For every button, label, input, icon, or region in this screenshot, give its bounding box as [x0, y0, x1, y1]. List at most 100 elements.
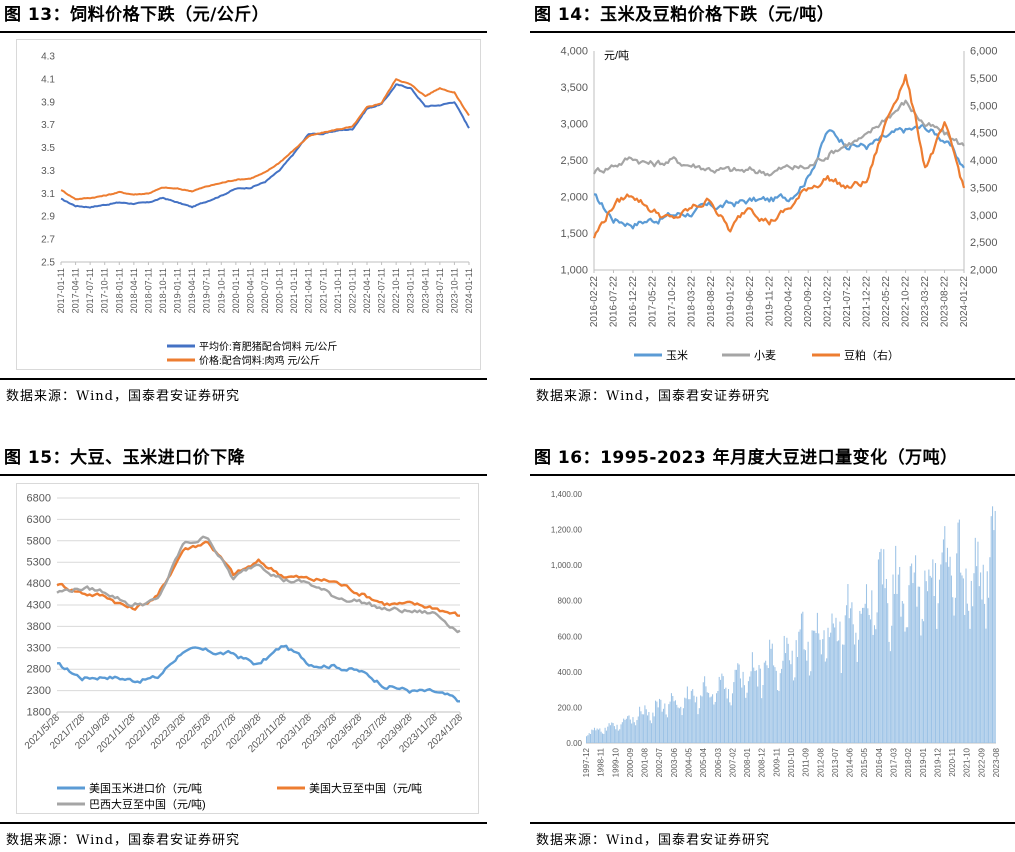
bar	[800, 613, 803, 743]
bar	[767, 668, 769, 743]
bar	[733, 682, 735, 743]
legend-label: 玉米	[666, 349, 688, 362]
bar	[977, 541, 979, 743]
bar	[970, 580, 972, 743]
bar	[766, 665, 768, 743]
bar	[615, 729, 617, 743]
bar	[908, 585, 910, 743]
y-tick-label: 1,500	[560, 228, 588, 240]
bar	[840, 673, 842, 743]
bar	[895, 545, 897, 743]
bar	[696, 696, 698, 743]
x-tick-label: 2016-12-22	[628, 276, 639, 328]
bar	[871, 590, 873, 743]
bar	[786, 637, 788, 743]
bar	[603, 733, 605, 743]
bar	[761, 698, 763, 743]
bar	[773, 665, 775, 743]
bar	[739, 678, 741, 743]
x-tick-label: 2013-07	[831, 747, 840, 777]
bar	[627, 716, 629, 743]
bar	[694, 702, 696, 743]
bar	[815, 633, 817, 743]
x-tick-label: 2003-06	[670, 747, 679, 777]
bar	[867, 608, 869, 743]
bar	[807, 641, 809, 743]
x-tick-label: 2018-07-11	[143, 268, 153, 313]
bar	[673, 701, 675, 743]
bar	[827, 627, 829, 743]
x-tick-label: 1998-11	[597, 747, 606, 776]
x-tick-label: 2004-05	[685, 747, 694, 777]
bar	[664, 703, 666, 743]
x-tick-label: 2019-04-11	[187, 268, 197, 313]
chart-frame: 1800 2300 2800 3300 3800 4300 4800 5300 5800 6300…	[16, 483, 479, 814]
x-tick-label: 2018-03-22	[686, 276, 697, 328]
legend-label: 小麦	[754, 349, 776, 362]
bar	[742, 671, 744, 743]
bar	[887, 603, 889, 743]
bar	[763, 662, 765, 743]
y-tick-label: 1,200.00	[551, 526, 583, 535]
bar	[644, 705, 646, 743]
x-tick-label: 2022-01-11	[347, 268, 357, 313]
x-tick-label: 2017-03	[890, 747, 899, 777]
bar	[666, 717, 668, 743]
fig14-chart: 1,000 1,500 2,000 2,500 3,000 3,500 4,000 2,000…	[560, 46, 997, 363]
bar	[635, 725, 637, 743]
bar	[903, 603, 905, 743]
bar	[613, 726, 615, 743]
chart-frame: 0.00 200.00 400.00 600.00 800.00 1,000.00 1,20…	[530, 480, 1014, 818]
bar	[649, 720, 651, 743]
bar	[966, 603, 968, 743]
bar	[940, 564, 942, 743]
bar	[747, 681, 749, 743]
x-tick-label: 1999-10	[611, 747, 620, 777]
bar	[589, 734, 592, 743]
bar	[783, 635, 785, 743]
x-tick-label: 2001-08	[641, 747, 650, 777]
data-source: 数据来源：Wind，国泰君安证券研究	[6, 833, 240, 848]
bar	[958, 519, 960, 743]
x-tick-label: 2023-03-22	[920, 276, 931, 328]
x-tick-label: 2002-07	[655, 747, 664, 777]
panel-fig14: 图 14：玉米及豆粕价格下跌（元/吨） 1,000 1,500 2,000 2,500…	[530, 0, 1015, 405]
bar	[723, 689, 726, 743]
bar	[925, 581, 927, 743]
bar	[677, 707, 679, 743]
x-tick-label: 2021-10	[963, 747, 972, 777]
bar	[985, 628, 987, 743]
bar	[848, 618, 850, 743]
bar	[950, 575, 952, 743]
title-rule	[0, 31, 487, 33]
bar	[883, 549, 885, 743]
y-tick-label: 3.1	[41, 189, 55, 200]
x-tick-label: 2022-10-11	[391, 268, 401, 313]
bar	[593, 727, 596, 743]
bar	[643, 714, 645, 743]
bar	[641, 714, 643, 743]
bar	[676, 704, 678, 743]
bar	[912, 583, 914, 743]
bar	[712, 694, 714, 743]
bar	[854, 644, 856, 743]
bar	[670, 693, 672, 743]
y-tick-label: 4.3	[41, 52, 55, 63]
bar	[718, 676, 720, 743]
y-tick-label: 3,000	[560, 119, 588, 131]
bar	[836, 641, 838, 743]
bar	[842, 644, 844, 743]
bar	[881, 584, 883, 743]
bar	[884, 588, 886, 743]
x-tick-label: 2018-04-11	[129, 268, 139, 313]
bar	[803, 649, 805, 743]
bar	[818, 633, 820, 743]
x-tick-label: 2019-01	[919, 747, 928, 777]
x-tick-label: 2024-01-22	[959, 276, 970, 328]
bottom-rule	[0, 378, 487, 380]
bottom-rule	[0, 822, 487, 824]
bar	[645, 709, 647, 743]
bar	[798, 631, 800, 743]
bar	[802, 611, 804, 743]
bar	[680, 706, 682, 743]
